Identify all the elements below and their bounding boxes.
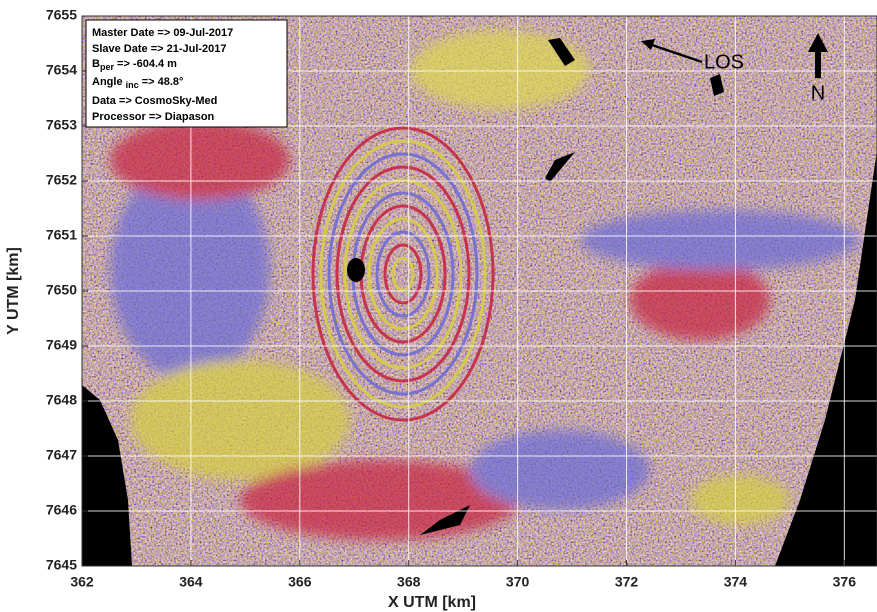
x-tick-label: 376	[833, 574, 857, 590]
info-main: Angle	[92, 76, 126, 88]
y-tick-label: 7650	[46, 282, 77, 298]
y-tick-label: 7655	[46, 7, 77, 23]
info-line: Slave Date => 21-Jul-2017	[92, 43, 227, 55]
y-tick-label: 7648	[46, 392, 77, 408]
y-tick-label: 7651	[46, 227, 77, 243]
info-rest: => 48.8°	[139, 76, 184, 88]
y-tick-label: 7652	[46, 172, 77, 188]
x-tick-label: 372	[615, 574, 639, 590]
north-label: N	[811, 82, 825, 104]
info-box: Master Date => 09-Jul-2017 Slave Date =>…	[86, 20, 287, 127]
x-tick-label: 366	[288, 574, 312, 590]
y-tick-label: 7654	[46, 62, 77, 78]
x-tick-label: 364	[179, 574, 203, 590]
y-tick-label: 7646	[46, 502, 77, 518]
x-tick-label: 370	[506, 574, 530, 590]
y-tick-label: 7647	[46, 447, 77, 463]
info-line: Data => CosmoSky-Med	[92, 95, 217, 107]
info-line: Master Date => 09-Jul-2017	[92, 27, 233, 39]
info-main: B	[92, 58, 100, 70]
x-tick-label: 374	[724, 574, 748, 590]
y-tick-label: 7645	[46, 557, 77, 573]
los-label: LOS	[704, 51, 744, 73]
y-tick-label: 7653	[46, 117, 77, 133]
info-line: Processor => Diapason	[92, 111, 215, 123]
chart: Master Date => 09-Jul-2017 Slave Date =>…	[0, 0, 877, 612]
page: Master Date => 09-Jul-2017 Slave Date =>…	[0, 0, 877, 612]
info-rest: => -604.4 m	[114, 58, 177, 70]
info-sub: inc	[126, 80, 139, 90]
y-axis-label: Y UTM [km]	[5, 247, 22, 335]
x-tick-label: 362	[70, 574, 94, 590]
x-tick-label: 368	[397, 574, 421, 590]
info-sub: per	[100, 62, 115, 72]
x-axis-label: X UTM [km]	[388, 594, 476, 611]
y-tick-label: 7649	[46, 337, 77, 353]
